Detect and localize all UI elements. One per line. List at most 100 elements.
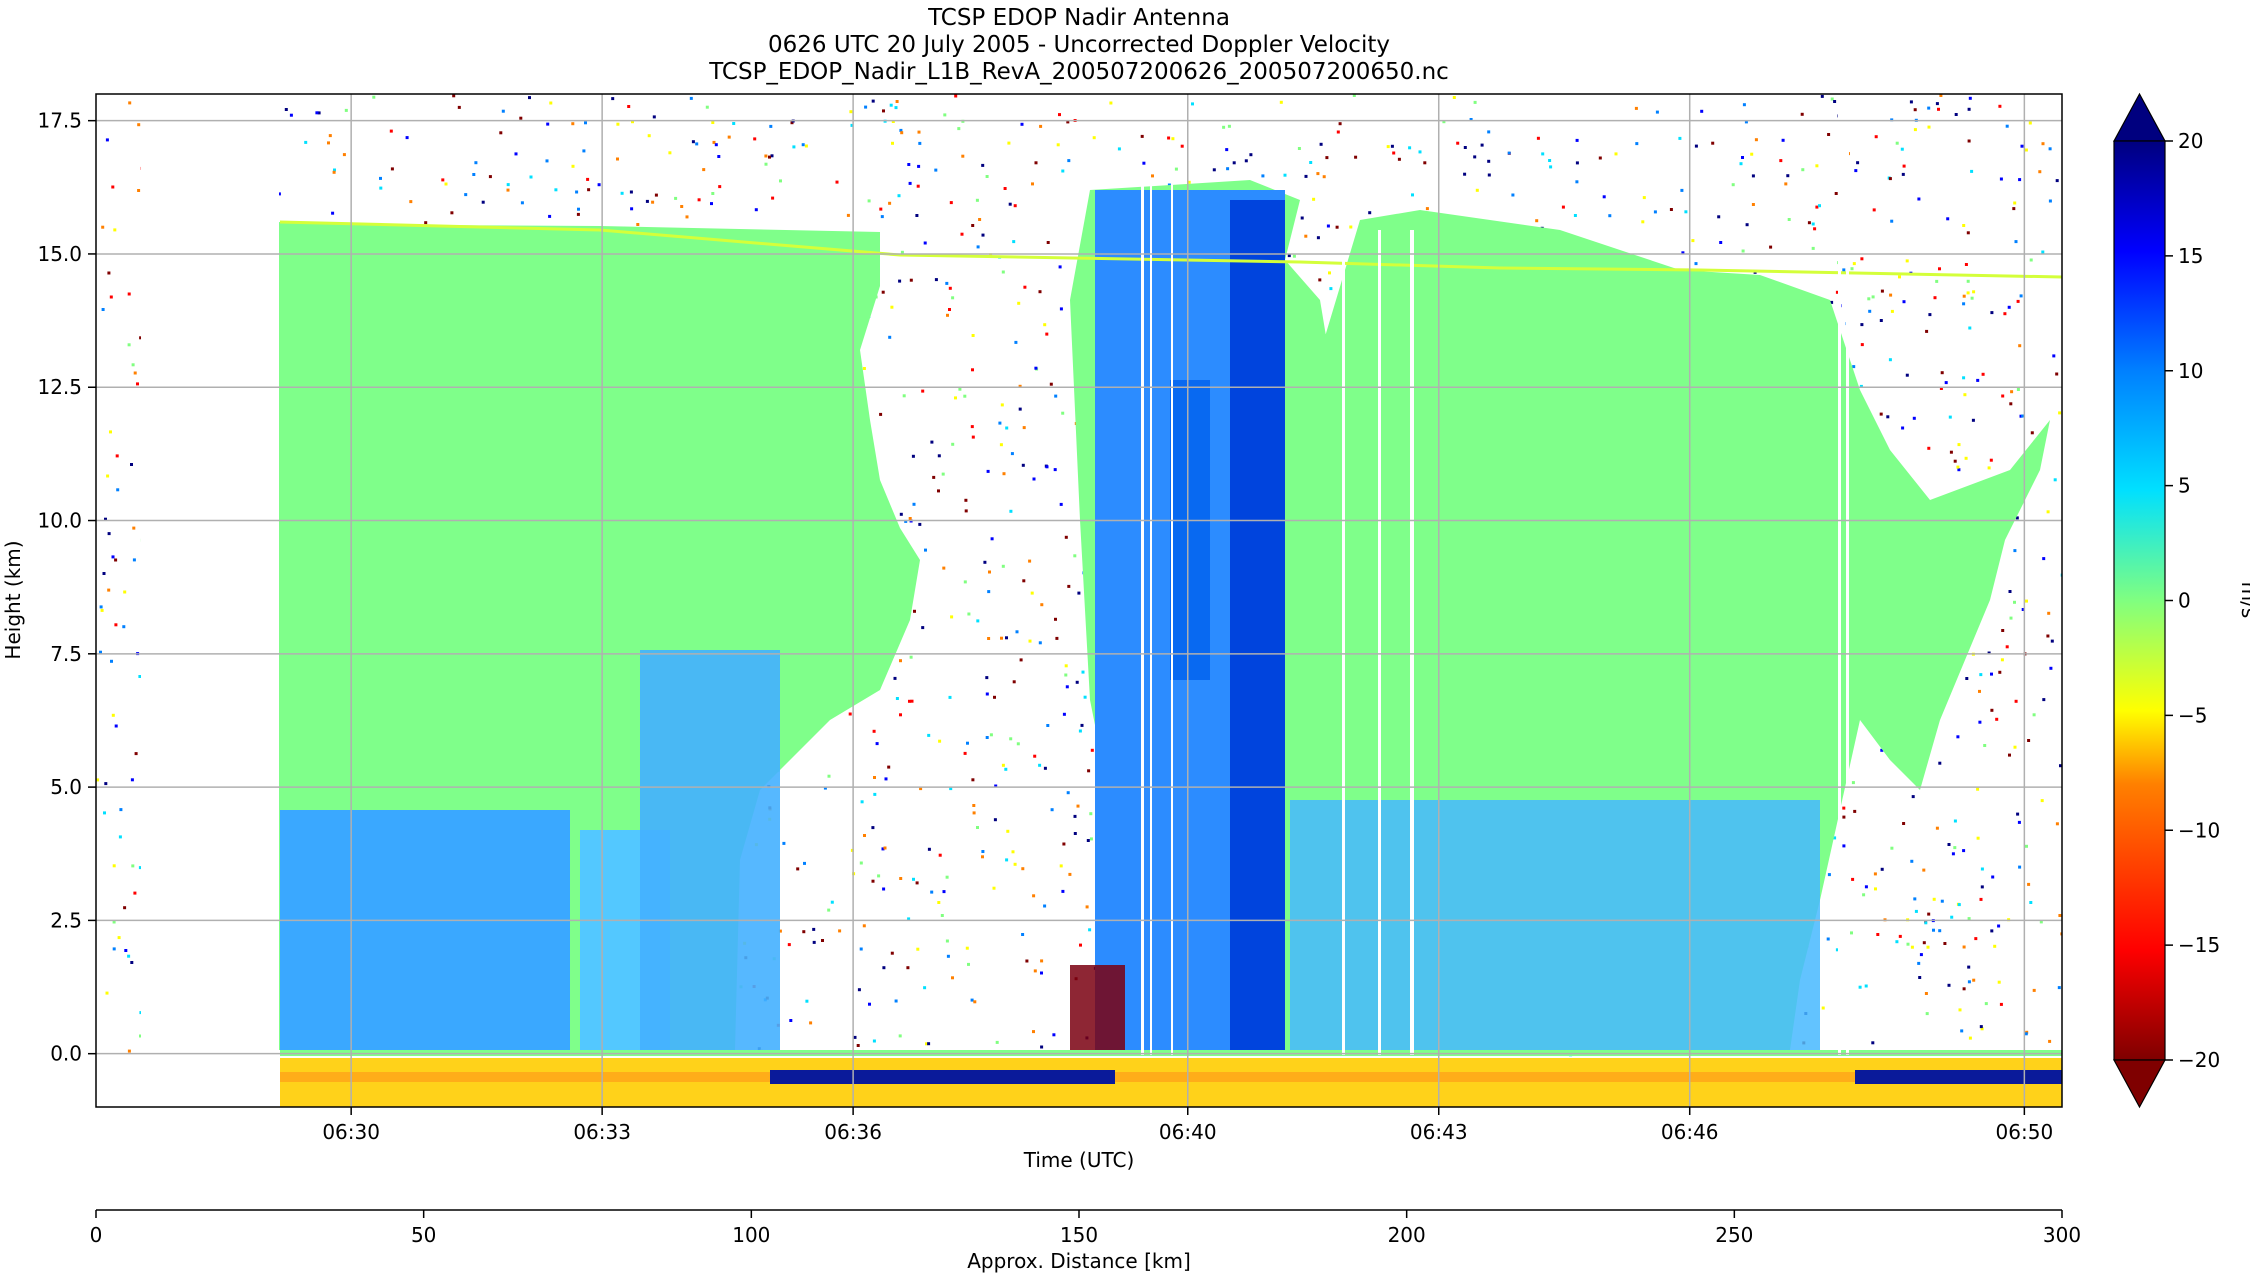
noise-speckle (1913, 897, 1917, 901)
noise-speckle (1879, 412, 1883, 416)
noise-speckle (1901, 172, 1905, 176)
noise-speckle (1835, 948, 1839, 952)
noise-speckle (616, 122, 620, 126)
noise-speckle (576, 212, 580, 216)
noise-speckle (131, 363, 135, 367)
noise-speckle (584, 121, 587, 125)
noise-speckle (289, 113, 293, 117)
noise-speckle (864, 105, 868, 109)
noise-speckle (1222, 125, 1226, 129)
noise-speckle (1826, 937, 1830, 941)
plot-frame (95, 93, 2063, 1108)
noise-speckle (1940, 371, 1944, 375)
noise-speckle (284, 108, 288, 111)
noise-speckle (106, 474, 110, 478)
noise-speckle (2018, 344, 2022, 348)
noise-speckle (1917, 197, 1921, 201)
noise-speckle (954, 94, 958, 98)
noise-speckle (954, 396, 957, 400)
colorbar-tick-label: 10 (2178, 359, 2203, 383)
noise-speckle (1913, 108, 1917, 112)
noise-speckle (122, 625, 126, 629)
noise-speckle (873, 776, 876, 779)
noise-speckle (792, 145, 796, 149)
noise-speckle (1336, 130, 1340, 134)
noise-speckle (917, 130, 921, 134)
noise-speckle (1261, 174, 1265, 178)
noise-speckle (879, 412, 883, 416)
noise-speckle (1957, 468, 1961, 472)
noise-speckle (1033, 969, 1037, 973)
noise-speckle (1018, 384, 1022, 388)
noise-speckle (1922, 941, 1926, 945)
noise-speckle (850, 123, 854, 127)
noise-speckle (1939, 387, 1943, 390)
noise-speckle (1142, 161, 1146, 165)
noise-speckle (1089, 837, 1093, 841)
noise-speckle (857, 988, 861, 992)
noise-speckle (1180, 144, 1184, 148)
noise-speckle (405, 136, 409, 140)
noise-speckle (1140, 134, 1144, 138)
noise-speckle (1028, 639, 1032, 643)
noise-speckle (1968, 326, 1972, 330)
colorbar-extend-bottom (2112, 1059, 2167, 1109)
noise-speckle (131, 864, 135, 868)
noise-speckle (1970, 296, 1974, 300)
noise-speckle (1898, 275, 1901, 279)
noise-speckle (1549, 165, 1553, 169)
noise-speckle (2060, 932, 2062, 936)
spurious-return (1070, 965, 1125, 1050)
noise-speckle (912, 877, 915, 881)
noise-speckle (890, 951, 894, 955)
noise-speckle (2042, 557, 2046, 561)
noise-speckle (923, 986, 927, 990)
noise-speckle (856, 1044, 860, 1047)
noise-speckle (110, 659, 113, 663)
noise-speckle (1860, 323, 1864, 327)
noise-speckle (924, 548, 927, 552)
noise-speckle (770, 154, 774, 158)
noise-speckle (1980, 885, 1984, 889)
noise-speckle (1964, 263, 1968, 266)
noise-speckle (1991, 875, 1995, 879)
noise-speckle (754, 208, 758, 212)
noise-speckle (1023, 285, 1027, 289)
noise-speckle (1946, 217, 1950, 221)
noise-speckle (1001, 270, 1005, 274)
noise-speckle (1408, 146, 1412, 150)
noise-speckle (1949, 450, 1953, 454)
noise-speckle (1938, 929, 1942, 933)
colorbar-tick-label: 20 (2178, 129, 2203, 153)
noise-speckle (1948, 415, 1952, 419)
noise-speckle (838, 929, 842, 933)
noise-speckle (577, 207, 580, 211)
noise-speckle (549, 101, 553, 105)
noise-speckle (1005, 426, 1009, 430)
noise-speckle (2015, 516, 2019, 520)
noise-speckle (1993, 944, 1997, 948)
noise-speckle (1854, 169, 1858, 173)
noise-speckle (710, 202, 713, 206)
dropout-line (1171, 180, 1173, 1055)
noise-speckle (1947, 843, 1951, 846)
noise-speckle (898, 1034, 902, 1038)
noise-speckle (1990, 708, 1994, 712)
noise-speckle (1769, 245, 1773, 249)
noise-speckle (821, 939, 824, 942)
noise-speckle (123, 590, 127, 594)
noise-speckle (887, 765, 891, 769)
noise-speckle (2050, 639, 2054, 643)
noise-speckle (907, 917, 911, 921)
noise-speckle (133, 891, 137, 895)
noise-speckle (1963, 393, 1967, 397)
noise-speckle (1979, 1025, 1983, 1029)
surface-band-dark-1 (770, 1070, 1115, 1084)
noise-speckle (1067, 159, 1071, 163)
noise-speckle (1008, 202, 1012, 206)
noise-speckle (1901, 426, 1905, 430)
noise-speckle (859, 861, 863, 865)
noise-speckle (1954, 113, 1958, 116)
noise-speckle (1039, 124, 1043, 128)
noise-speckle (2005, 645, 2009, 649)
